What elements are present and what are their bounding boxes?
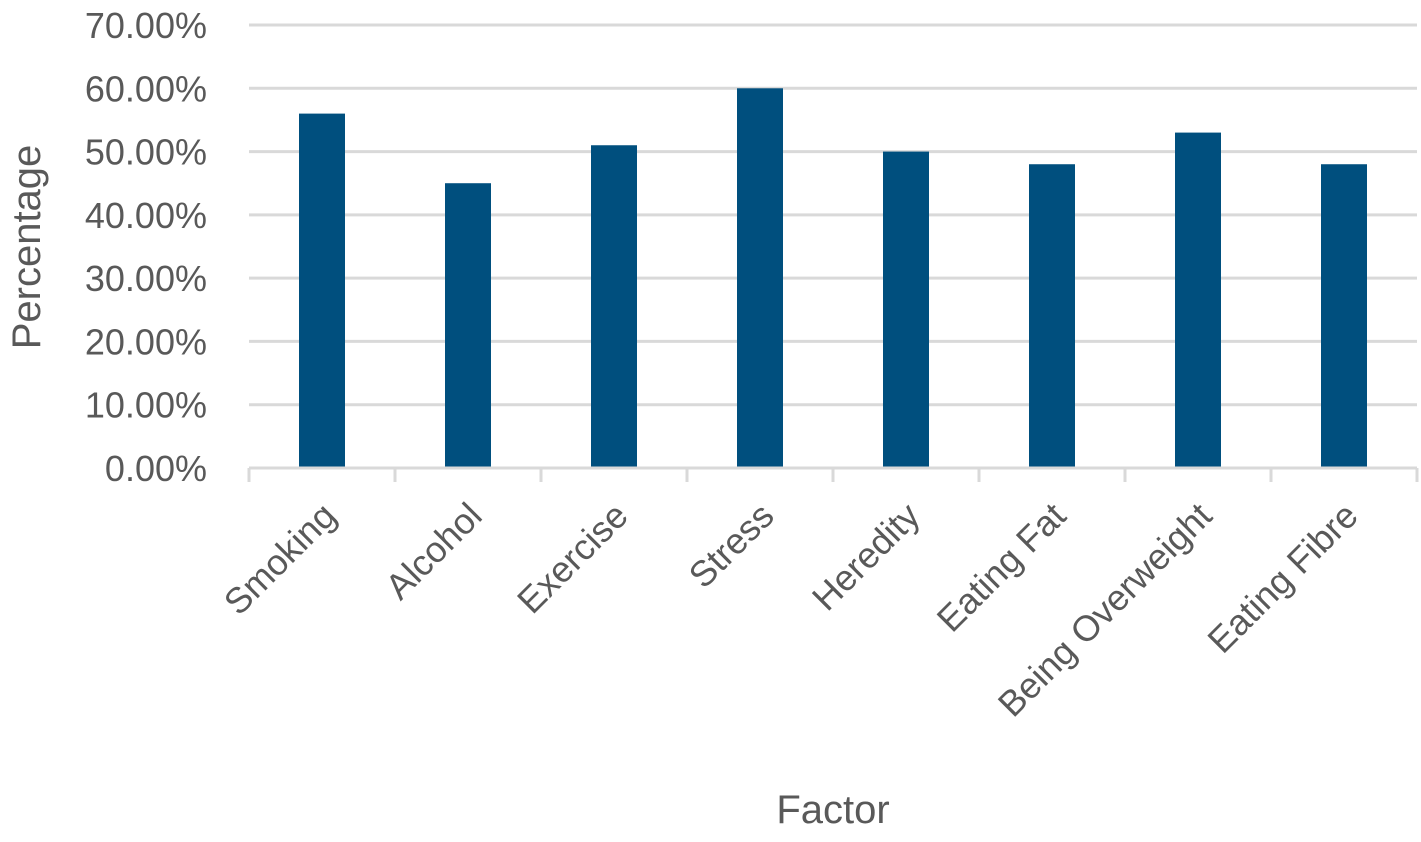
y-tick-label: 40.00% bbox=[85, 195, 207, 236]
x-tick-label: Heredity bbox=[804, 495, 928, 619]
x-tick-label: Stress bbox=[681, 495, 782, 596]
bar-being-overweight bbox=[1175, 132, 1221, 469]
bars bbox=[299, 88, 1367, 469]
y-tick-label: 30.00% bbox=[85, 258, 207, 299]
y-tick-label: 0.00% bbox=[105, 448, 207, 489]
x-axis-title: Factor bbox=[776, 788, 889, 832]
x-tick-label: Eating Fibre bbox=[1199, 495, 1365, 661]
bar-eating-fat bbox=[1029, 164, 1075, 468]
bar-alcohol bbox=[445, 183, 491, 468]
x-axis bbox=[247, 466, 1419, 482]
x-tick-label: Eating Fat bbox=[929, 495, 1074, 640]
bar-heredity bbox=[883, 151, 929, 469]
y-tick-label: 50.00% bbox=[85, 132, 207, 173]
x-tick-label: Smoking bbox=[216, 495, 344, 623]
y-tick-labels: 0.00% 10.00% 20.00% 30.00% 40.00% 50.00% 60.00… bbox=[85, 5, 207, 489]
gridlines bbox=[249, 23, 1417, 407]
bar-stress bbox=[737, 88, 783, 469]
y-tick-label: 10.00% bbox=[85, 385, 207, 426]
bar-eating-fibre bbox=[1321, 164, 1367, 468]
y-tick-label: 20.00% bbox=[85, 321, 207, 362]
x-tick-label: Exercise bbox=[509, 495, 636, 622]
y-tick-label: 70.00% bbox=[85, 5, 207, 46]
x-tick-label: Alcohol bbox=[377, 495, 489, 607]
bar-exercise bbox=[591, 145, 637, 468]
y-tick-label: 60.00% bbox=[85, 68, 207, 109]
x-tick-labels: Smoking Alcohol Exercise Stress Heredity Eati… bbox=[216, 495, 1366, 725]
y-axis-title: Percentage bbox=[5, 145, 49, 350]
bar-smoking bbox=[299, 113, 345, 468]
